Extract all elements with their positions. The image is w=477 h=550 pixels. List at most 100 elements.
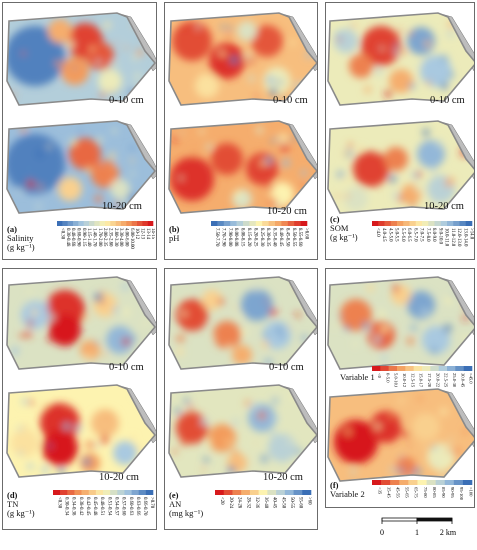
legend-swatch (243, 221, 250, 226)
field-outline (6, 276, 156, 370)
legend-class-label: 55-65 (405, 487, 410, 498)
legend-swatch (276, 490, 286, 495)
sample-spot (379, 308, 383, 312)
legend-swatch (211, 221, 218, 226)
sample-spot (392, 191, 401, 200)
sample-spot (27, 166, 31, 170)
legend-class-label: 6.00-10.00 (129, 228, 134, 249)
legend-class-label: 7.50-7.70 (214, 228, 219, 247)
legend-swatch (62, 221, 68, 226)
surface-patch (370, 411, 402, 443)
variable-unit: (mg kg⁻¹) (169, 508, 204, 518)
scale-label-0: 0 (380, 528, 384, 537)
legend-swatch (110, 490, 118, 495)
field-outline (168, 120, 317, 214)
sample-spot (100, 300, 106, 305)
surface-patch (263, 321, 291, 349)
panel-label: (d) TN (g kg⁻¹) (7, 491, 35, 518)
legend-class-label: >45.0 (469, 373, 474, 384)
sample-spot (244, 399, 251, 407)
surface-patch (361, 26, 401, 66)
map-variable-1 (327, 276, 474, 370)
sample-spot (378, 311, 386, 320)
sample-spot (130, 171, 136, 177)
panel-letter: (f) Variable 2 (330, 480, 365, 499)
legend-class-label: 0.90-1.15 (81, 228, 86, 247)
surface-patch (176, 299, 208, 331)
sample-spot (28, 399, 34, 406)
legend-swatch (73, 221, 79, 226)
sample-spot (175, 347, 185, 356)
legend-an: <20 20-24 24-28 28-32 32-36 36-40 40-45 45-50 50… (215, 490, 311, 509)
surface-patch (407, 27, 435, 55)
depth-label-bottom: 10-20 cm (267, 206, 307, 217)
sample-spot (384, 89, 393, 98)
sample-spot (231, 449, 239, 456)
field-outline (327, 12, 474, 106)
sample-spot (275, 326, 283, 334)
legend-swatch (372, 221, 379, 226)
map-variable-2 (327, 388, 474, 482)
sample-spot (431, 445, 437, 451)
sample-spot (40, 465, 50, 475)
legend-class-label: 8.15-8.20 (246, 228, 251, 247)
sample-spot (114, 436, 118, 440)
legend-swatch (262, 221, 269, 226)
sample-spot (109, 89, 114, 93)
legend-class-label: 8.30-8.35 (265, 228, 270, 247)
legend-swatch (131, 490, 140, 495)
sample-spot (269, 87, 278, 96)
sample-spot (339, 314, 344, 319)
surface-patch (61, 57, 89, 85)
field-outline (327, 388, 474, 482)
legend-swatch (384, 221, 392, 226)
sample-spot (366, 328, 373, 335)
sample-spot (26, 179, 35, 189)
depth-label-bottom: 10-20 cm (102, 201, 142, 212)
legend-class-label: 7.90-8.00 (227, 228, 232, 247)
legend-swatch (378, 221, 385, 226)
sample-spot (337, 37, 342, 42)
legend-class-label: 55-60 (298, 497, 303, 509)
sample-spot (426, 80, 432, 86)
sample-spot (410, 324, 418, 332)
sample-spot (23, 424, 27, 428)
sample-spot (260, 454, 269, 463)
sample-spot (446, 30, 455, 38)
legend-swatch (300, 221, 308, 226)
legend-class-label: 0.57-0.60 (121, 497, 126, 516)
legend-swatch (103, 490, 111, 495)
sample-spot (414, 183, 423, 193)
legend-swatch (381, 480, 391, 485)
surface-patch (268, 434, 296, 462)
legend-swatch (67, 221, 74, 226)
sample-spot (288, 326, 292, 330)
sample-spot (205, 143, 213, 151)
sample-spot (99, 91, 106, 98)
sample-spot (373, 335, 382, 344)
legend-variable-1: <0 0-5.0 5.0-10.0 10.0-12.5 12.5-15.0 15.0-17… (372, 366, 474, 387)
map-salinity-10-20 (6, 120, 156, 214)
sample-spot (241, 329, 248, 336)
panel-an: 0-10 cm 10-20 cm (e) AN (mg kg⁻¹) <20 20-… (164, 268, 318, 530)
sample-spot (74, 424, 82, 433)
variable-unit: (g kg⁻¹) (7, 508, 35, 518)
sample-spot (104, 412, 111, 419)
legend-swatch (94, 221, 100, 226)
surface-patch (208, 424, 236, 452)
sample-spot (83, 351, 92, 360)
panel-variables: Variable 1 <0 0-5.0 5.0-10.0 10.0-12.5 12.5-… (325, 268, 475, 508)
surface-patch (420, 55, 452, 87)
legend-class-label: <0 (377, 373, 382, 379)
sample-spot (270, 139, 275, 144)
sample-spot (69, 138, 77, 146)
sample-spot (172, 136, 178, 143)
legend-swatch (89, 221, 95, 226)
scale-bar: 0 1 2 km (380, 517, 457, 537)
sample-spot (269, 197, 278, 206)
map-tn-0-10 (6, 276, 156, 370)
sample-spot (100, 291, 105, 296)
sample-spot (137, 446, 142, 451)
surface-patch (110, 179, 130, 199)
sample-spot (273, 136, 279, 142)
